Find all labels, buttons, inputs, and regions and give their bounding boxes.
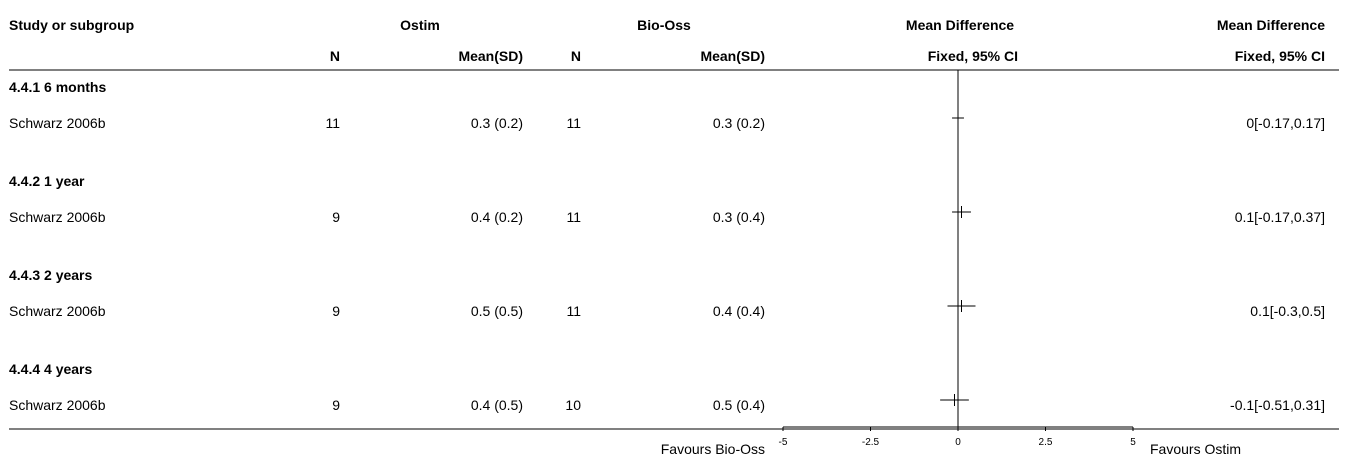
subgroup-title: 4.4.3 2 years [9,267,93,283]
subgroup-title: 4.4.2 1 year [9,173,85,189]
x-tick-label: -5 [778,437,788,448]
study-name: Schwarz 2006b [9,209,106,225]
meansd-biooss: 0.5 (0.4) [712,397,765,413]
header-n1: N [329,48,340,64]
meansd-ostim: 0.5 (0.5) [470,303,523,319]
meansd-ostim: 0.4 (0.2) [470,209,523,225]
n-ostim: 11 [325,115,340,131]
study-name: Schwarz 2006b [9,397,106,413]
header-study: Study or subgroup [9,17,135,33]
meansd-ostim: 0.3 (0.2) [470,115,523,131]
ci-text: 0.1[-0.17,0.37] [1234,209,1325,225]
x-tick-label: -2.5 [861,437,880,448]
header-meansd2: Mean(SD) [700,48,765,64]
ci-text: 0[-0.17,0.17] [1246,115,1325,131]
header-biooss: Bio-Oss [637,17,691,33]
favours-left-label: Favours Bio-Oss [660,441,765,457]
ci-text: 0.1[-0.3,0.5] [1250,303,1325,319]
header-md-title-1: Mean Difference [905,17,1015,33]
header-md-title-2: Mean Difference [1216,17,1325,33]
meansd-biooss: 0.4 (0.4) [712,303,765,319]
n-ostim: 9 [332,303,340,319]
subgroup-title: 4.4.4 4 years [9,361,93,377]
header-n2: N [570,48,581,64]
header-meansd1: Mean(SD) [458,48,523,64]
header-ostim: Ostim [400,17,440,33]
ci-text: -0.1[-0.51,0.31] [1230,397,1325,413]
meansd-biooss: 0.3 (0.4) [712,209,765,225]
meansd-biooss: 0.3 (0.2) [712,115,765,131]
subgroup-title: 4.4.1 6 months [9,79,107,95]
n-biooss: 11 [566,303,581,319]
x-tick-label: 5 [1130,437,1136,448]
header-md-sub-2: Fixed, 95% CI [1234,48,1325,64]
study-name: Schwarz 2006b [9,115,106,131]
study-name: Schwarz 2006b [9,303,106,319]
n-ostim: 9 [332,397,340,413]
n-ostim: 9 [332,209,340,225]
n-biooss: 11 [566,115,581,131]
favours-right-label: Favours Ostim [1150,441,1242,457]
header-md-sub-1: Fixed, 95% CI [927,48,1018,64]
n-biooss: 10 [565,397,581,413]
n-biooss: 11 [566,209,581,225]
x-tick-label: 2.5 [1038,437,1053,448]
meansd-ostim: 0.4 (0.5) [470,397,523,413]
x-tick-label: 0 [955,437,961,448]
